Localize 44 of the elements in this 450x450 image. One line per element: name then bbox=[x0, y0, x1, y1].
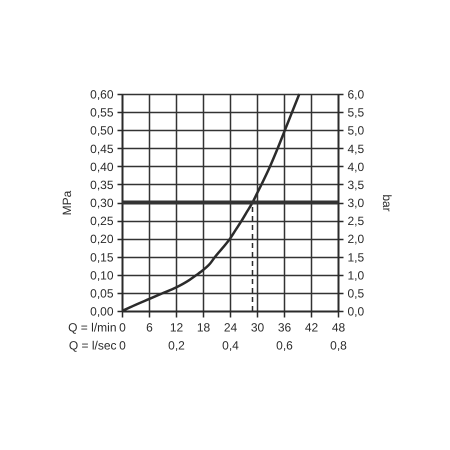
x-tick-label: 36 bbox=[278, 320, 292, 334]
y-tick-label: 0,45 bbox=[90, 142, 114, 156]
x-tick-label: 42 bbox=[304, 320, 318, 334]
y2-axis-title: bar bbox=[380, 194, 394, 212]
x-tick-label: 30 bbox=[250, 320, 264, 334]
y-tick-label: 0,20 bbox=[90, 232, 114, 246]
y-tick-label: 0,55 bbox=[90, 106, 114, 120]
x-axis-title: Q = l/min bbox=[68, 320, 116, 334]
y-tick-label: 0,25 bbox=[90, 214, 114, 228]
y-tick-label: 0,10 bbox=[90, 268, 114, 282]
y2-tick-label: 4,0 bbox=[348, 160, 365, 174]
y-tick-label: 0,40 bbox=[90, 160, 114, 174]
y2-tick-label: 0,0 bbox=[348, 304, 365, 318]
x-tick-label: 24 bbox=[224, 320, 238, 334]
y2-tick-label: 5,0 bbox=[348, 124, 365, 138]
x-tick-label: 0 bbox=[119, 320, 126, 334]
y-tick-label: 0,05 bbox=[90, 286, 114, 300]
y-axis-title: MPa bbox=[60, 190, 74, 216]
y-tick-label: 0,30 bbox=[90, 196, 114, 210]
x2-tick-label: 0,6 bbox=[276, 338, 294, 352]
y2-tick-label: 3,5 bbox=[348, 178, 365, 192]
y-tick-label: 0,35 bbox=[90, 178, 114, 192]
x2-tick-label: 0,8 bbox=[330, 338, 348, 352]
x-tick-label: 12 bbox=[170, 320, 184, 334]
x-tick-label: 18 bbox=[196, 320, 210, 334]
y-tick-label: 0,15 bbox=[90, 250, 114, 264]
x2-axis-title: Q = l/sec bbox=[68, 338, 116, 352]
y2-tick-label: 6,0 bbox=[348, 88, 365, 102]
y2-tick-label: 1,0 bbox=[348, 268, 365, 282]
x-tick-label: 48 bbox=[332, 320, 346, 334]
y2-tick-label: 2,0 bbox=[348, 232, 365, 246]
y2-tick-label: 4,5 bbox=[348, 142, 365, 156]
y-tick-label: 0,00 bbox=[90, 304, 114, 318]
y2-tick-label: 0,5 bbox=[348, 286, 365, 300]
x2-tick-label: 0,4 bbox=[222, 338, 240, 352]
x2-tick-label: 0,2 bbox=[168, 338, 186, 352]
y2-tick-label: 1,5 bbox=[348, 250, 365, 264]
x2-tick-label: 0 bbox=[119, 338, 126, 352]
x-tick-label: 6 bbox=[146, 320, 154, 334]
y-tick-label: 0,50 bbox=[90, 124, 114, 138]
y2-tick-label: 2,5 bbox=[348, 214, 365, 228]
y-tick-label: 0,60 bbox=[90, 88, 114, 102]
y2-tick-label: 3,0 bbox=[348, 196, 365, 210]
y2-tick-label: 5,5 bbox=[348, 106, 365, 120]
